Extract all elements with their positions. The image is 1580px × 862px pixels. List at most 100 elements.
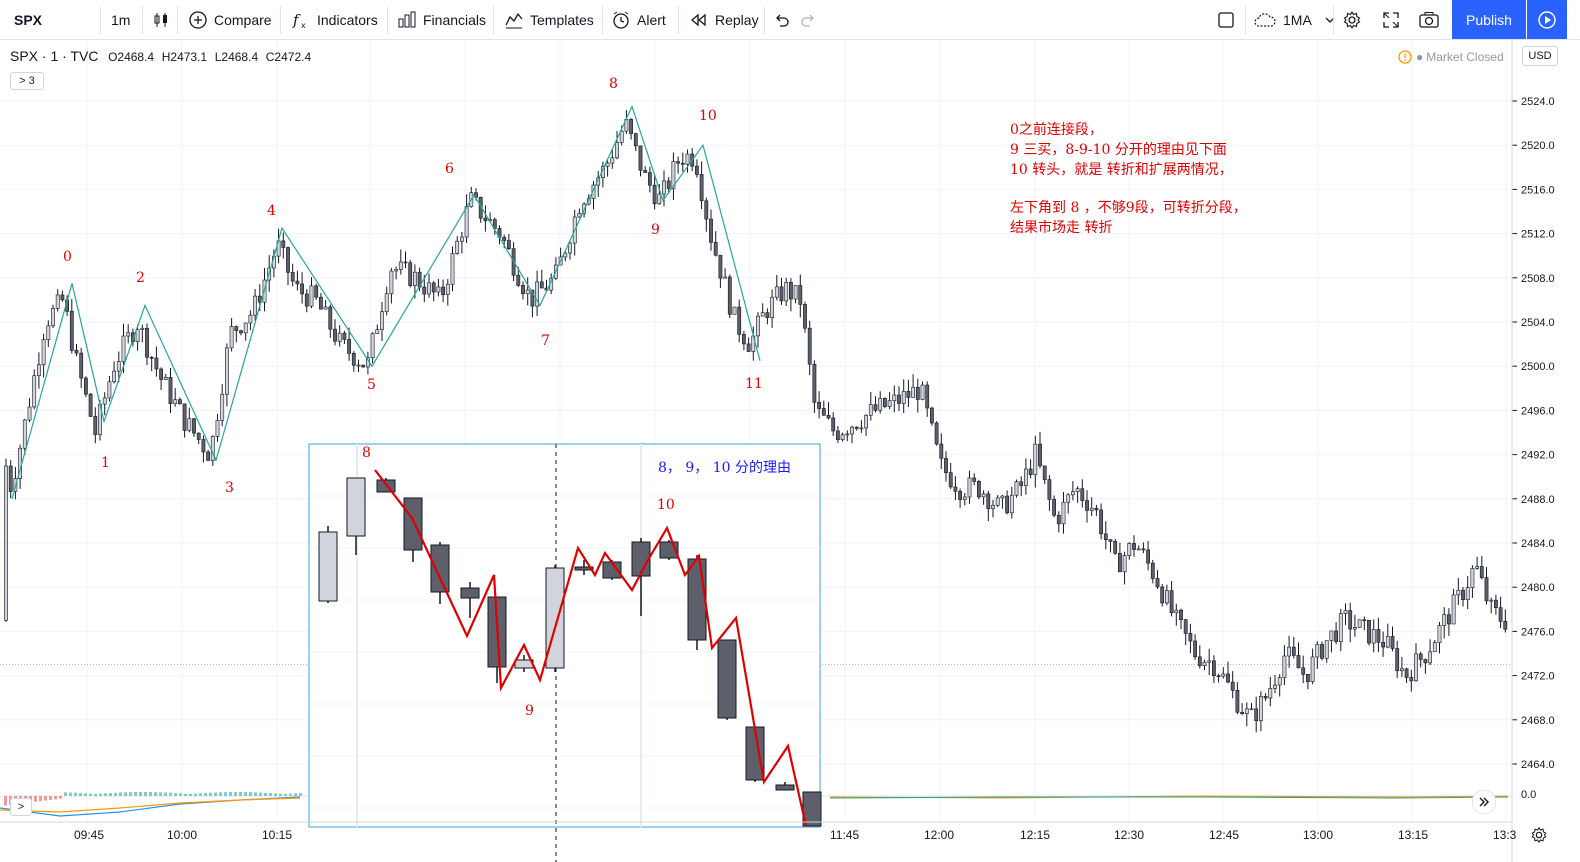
candle-body [126, 332, 131, 337]
legend-symbol: SPX · 1 · TVC [10, 48, 99, 64]
candle-body [605, 162, 610, 167]
candle-body [788, 281, 793, 300]
candle-body [206, 451, 211, 461]
symbol-legend[interactable]: SPX · 1 · TVC O2468.4 H2473.1 L2468.4 C2… [10, 48, 311, 64]
symbol-search[interactable]: SPX [14, 0, 42, 39]
candle-body [671, 161, 676, 189]
candle-body [4, 465, 8, 621]
divider [100, 6, 101, 34]
histogram-bar [204, 793, 207, 796]
candle-body [318, 296, 323, 310]
candle-body [140, 327, 145, 330]
publish-menu-button[interactable] [1527, 0, 1567, 39]
candle-body [718, 254, 723, 279]
fullscreen-layout-button[interactable] [1216, 0, 1242, 39]
chevron-down-icon [1325, 17, 1335, 23]
histogram-bar [124, 792, 127, 796]
candle-body [925, 384, 930, 409]
fullscreen-button[interactable] [1381, 0, 1407, 39]
stroke-label-2: 2 [136, 270, 145, 286]
expand-icon [1383, 11, 1399, 28]
compare-button[interactable]: Compare [188, 0, 272, 39]
indicators-toggle[interactable]: > 3 [10, 72, 44, 90]
status-dot: ● [1416, 50, 1424, 64]
candle-body [356, 364, 361, 367]
time-label: 12:30 [1114, 828, 1145, 842]
templates-button[interactable]: Templates [504, 0, 594, 39]
candle-body [774, 286, 779, 298]
candle-body [1113, 541, 1118, 554]
candle-body [962, 496, 967, 500]
inset-candle-body [318, 531, 338, 602]
indicators-label: Indicators [317, 11, 378, 28]
histogram-bar [219, 792, 222, 796]
candle-body [408, 262, 413, 286]
redo-button[interactable] [800, 0, 824, 39]
inset-label-10: 10 [657, 497, 675, 513]
candle-body [1348, 610, 1353, 630]
candle-body [46, 325, 51, 340]
candle-body [1329, 630, 1334, 641]
candle-body [915, 386, 920, 400]
histogram-bar [134, 792, 137, 796]
market-status[interactable]: ● Market Closed [1398, 50, 1504, 64]
interval-button[interactable]: 1m [111, 0, 130, 39]
cloud-layout-button[interactable]: 1MA [1253, 0, 1344, 39]
candle-body [1451, 594, 1456, 625]
candle-body [525, 289, 530, 295]
candle-body [79, 352, 84, 379]
scroll-to-realtime-button[interactable] [1472, 790, 1496, 814]
time-label: 13:3 [1493, 828, 1517, 842]
candle-body [380, 311, 384, 330]
candle-body [1226, 673, 1230, 683]
candle-body [1150, 562, 1155, 579]
histogram-bar [214, 792, 217, 796]
chart-style-button[interactable] [152, 0, 176, 39]
histogram-bar [274, 793, 277, 796]
candle-body [389, 270, 394, 295]
candle-body [657, 193, 662, 205]
candle-body [798, 285, 803, 305]
candle-body [328, 306, 333, 330]
inset-candle-body [346, 477, 366, 537]
histogram-bar [39, 796, 42, 802]
candle-body [36, 364, 41, 377]
chart-canvas[interactable]: 2524.02520.02516.02512.02508.02504.02500… [0, 40, 1580, 862]
currency-badge[interactable]: USD [1522, 46, 1558, 66]
candle-body [131, 332, 135, 342]
undo-button[interactable] [772, 0, 796, 39]
histogram-bar [149, 792, 152, 796]
axis-settings-icon[interactable] [1530, 826, 1548, 844]
candle-body [1160, 586, 1165, 604]
undo-icon [776, 14, 789, 27]
indicator-expand-button[interactable]: > [10, 798, 32, 816]
candle-body [1118, 552, 1122, 573]
candle-body [441, 286, 446, 295]
histogram-bar [69, 792, 72, 796]
candle-body [1296, 655, 1301, 669]
candle-body [1127, 543, 1132, 556]
settings-button[interactable] [1342, 0, 1368, 39]
candle-body [1061, 501, 1066, 525]
snapshot-button[interactable] [1418, 0, 1446, 39]
candle-body [784, 281, 789, 302]
stroke-lines [0, 104, 1509, 817]
candle-body [1085, 500, 1089, 511]
candle-body [1028, 468, 1033, 476]
financials-button[interactable]: Financials [397, 0, 486, 39]
svg-text:x: x [301, 21, 306, 30]
candle-body [1400, 668, 1404, 672]
publish-button[interactable]: Publish [1452, 0, 1526, 39]
candle-body [187, 418, 192, 431]
plus-circle-icon [189, 10, 207, 29]
replay-button[interactable]: Replay [689, 0, 759, 39]
price-label: 2516.0 [1521, 184, 1555, 196]
candle-body [741, 334, 746, 345]
candle-body [483, 217, 488, 222]
candle-body [1169, 590, 1174, 614]
alert-button[interactable]: Alert [611, 0, 666, 39]
candle-body [629, 119, 634, 134]
stroke-label-9: 9 [651, 222, 660, 238]
replay-label: Replay [715, 11, 759, 28]
